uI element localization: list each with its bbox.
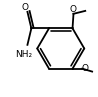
Text: O: O [70, 5, 77, 14]
Text: O: O [21, 3, 29, 13]
Text: O: O [82, 64, 89, 73]
Text: NH₂: NH₂ [15, 50, 32, 59]
